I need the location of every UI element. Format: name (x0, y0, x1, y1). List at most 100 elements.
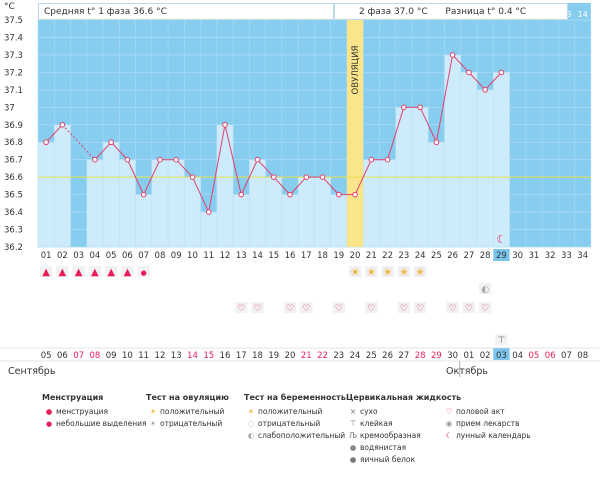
cycle-day-label: 16 (285, 251, 296, 261)
y-axis-label: °C (4, 2, 15, 12)
date-label: 03 (496, 351, 507, 361)
date-label: 05 (529, 351, 540, 361)
sun-icon: ☀ (350, 266, 360, 279)
symbol-cell (446, 302, 459, 313)
symbol-cell (300, 302, 313, 313)
temperature-point (417, 104, 423, 111)
temperature-bar (184, 176, 201, 248)
temperature-point (482, 87, 488, 93)
legend-item: клейкая (360, 419, 393, 428)
cycle-day-label: 29 (496, 251, 507, 261)
legend-item: слабоположительный (258, 431, 346, 440)
symbol-cell (413, 302, 427, 313)
symbol-cell (479, 302, 492, 313)
temperature-point (287, 191, 293, 198)
ovulation-band (346, 3, 364, 247)
legend-item: сухо (360, 407, 378, 416)
legend-item: отрицательный (258, 419, 321, 428)
watery-icon: ● (349, 443, 357, 452)
legend-item: половой акт (456, 407, 505, 416)
temperature-segment (192, 176, 210, 213)
cycle-day-label: 08 (155, 251, 166, 261)
temperature-bar (167, 159, 185, 248)
flame-icon: ▲ (107, 267, 115, 278)
flame-icon: ● (45, 407, 53, 416)
temperature-bar (216, 124, 234, 248)
temperature-point (108, 139, 114, 146)
test-positive-icon: ☀ (247, 407, 255, 416)
temperature-bar (54, 124, 71, 248)
cycle-day-label: 10 (187, 251, 198, 261)
temperature-segment (419, 107, 437, 143)
date-label: 08 (89, 351, 100, 361)
temperature-point (59, 121, 66, 128)
temperature-bar (476, 89, 494, 248)
date-label: 07 (561, 351, 572, 361)
temperature-segment (126, 159, 145, 195)
ovulation-label: ОВУЛЯЦИЯ (351, 45, 361, 94)
temperature-bar (265, 176, 283, 248)
date-label: 27 (398, 351, 409, 361)
heart-icon: ♡ (237, 304, 245, 314)
date-label: 22 (317, 351, 328, 361)
date-label: 24 (350, 351, 361, 361)
date-label: 20 (285, 351, 296, 361)
temperature-point (303, 174, 310, 180)
temperature-segment (387, 107, 405, 160)
symbol-cell (397, 266, 410, 277)
legend-pregnancy-test-title: Тест на беременность (244, 393, 346, 402)
symbol-cell (72, 266, 85, 277)
sun-gray-icon: ☀ (149, 419, 157, 428)
month-right: Октябрь (446, 366, 488, 377)
temperature-point (140, 191, 147, 198)
cycle-day-label: 31 (529, 251, 540, 261)
y-tick-label: 36.2 (4, 243, 23, 253)
temperature-segment (257, 159, 275, 178)
flame-icon: ▲ (91, 267, 99, 278)
heart-icon: ♡ (481, 304, 489, 314)
cycle-day-label: 12 (220, 251, 231, 261)
legend-menstruation: Менструация ● менструация ● небольшие выде… (42, 393, 147, 430)
y-tick-label: 37.5 (4, 16, 23, 26)
egg-white-icon: ● (349, 455, 357, 464)
symbol-cell (137, 266, 150, 277)
symbol-cell (495, 334, 508, 345)
symbol-cell (413, 266, 427, 277)
date-label: 29 (431, 351, 442, 361)
temperature-segment (435, 54, 454, 143)
temperature-segment (468, 72, 486, 91)
date-label: 26 (382, 351, 393, 361)
flame-icon: ▲ (124, 267, 132, 278)
cycle-day-label: 03 (73, 251, 84, 261)
date-label: 02 (480, 351, 491, 361)
temperature-segment (289, 176, 307, 195)
heart-icon: ♡ (445, 407, 453, 416)
symbol-cell (479, 283, 492, 294)
cycle-day-label: 14 (252, 251, 263, 261)
temperature-bar (232, 194, 250, 248)
cycle-day-label: 02 (57, 251, 68, 261)
creamy-icon: Љ (348, 431, 358, 440)
legend-ovulation-test-title: Тест на овуляцию (146, 393, 229, 402)
symbol-cell (283, 302, 297, 313)
temperature-segment (240, 159, 258, 195)
cycle-day-label: 21 (366, 251, 377, 261)
sun-icon: ☀ (149, 407, 157, 416)
temperature-bar (379, 159, 396, 248)
phase2-average: 2 фаза 37.0 °C (359, 7, 428, 17)
temperature-point (401, 104, 407, 111)
heart-icon: ♡ (367, 304, 375, 314)
legend-item: прием лекарств (456, 419, 520, 428)
date-label: 07 (73, 351, 84, 361)
temperature-difference: Разница t° 0.4 °C (445, 7, 527, 17)
legend-menstruation-title: Менструация (42, 393, 104, 402)
symbol-cell (462, 302, 476, 313)
temperature-bar (460, 72, 478, 248)
cycle-day-label: 33 (561, 251, 572, 261)
temperature-point (205, 209, 212, 215)
cycle-day-label: 11 (203, 251, 214, 261)
temperature-point (368, 156, 375, 163)
test-faint-icon: ◐ (247, 431, 255, 440)
